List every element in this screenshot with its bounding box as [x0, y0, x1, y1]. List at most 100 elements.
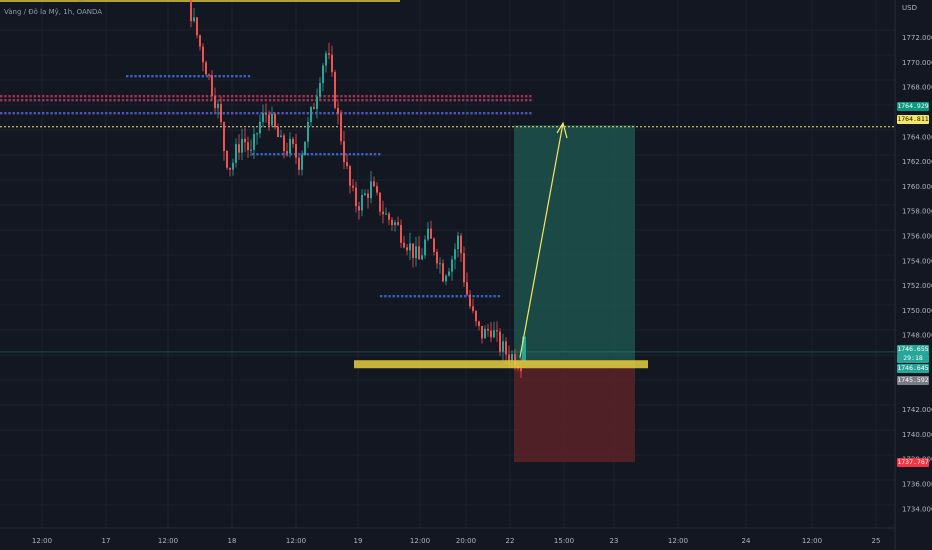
candle[interactable]	[289, 138, 291, 154]
candle[interactable]	[484, 328, 486, 339]
candle[interactable]	[433, 238, 435, 252]
candle[interactable]	[388, 213, 390, 220]
candle[interactable]	[196, 17, 198, 36]
candle[interactable]	[313, 107, 315, 109]
candle[interactable]	[256, 133, 258, 135]
candle[interactable]	[295, 143, 297, 158]
candle[interactable]	[436, 251, 438, 264]
candle[interactable]	[250, 149, 252, 151]
candle[interactable]	[418, 246, 420, 260]
candle[interactable]	[421, 255, 423, 260]
candle[interactable]	[493, 330, 495, 338]
candle[interactable]	[286, 151, 288, 154]
candle[interactable]	[424, 239, 426, 256]
candle[interactable]	[394, 222, 396, 226]
current-candle[interactable]	[522, 336, 526, 362]
candle[interactable]	[370, 181, 372, 199]
candle[interactable]	[391, 219, 393, 226]
candle[interactable]	[454, 249, 456, 260]
candle[interactable]	[415, 246, 417, 259]
candle[interactable]	[397, 222, 399, 226]
candle[interactable]	[508, 354, 510, 362]
candle[interactable]	[511, 354, 513, 362]
candle[interactable]	[319, 83, 321, 97]
candle[interactable]	[445, 275, 447, 282]
candle[interactable]	[439, 263, 441, 265]
candle[interactable]	[463, 253, 465, 283]
candle[interactable]	[304, 141, 306, 155]
candle[interactable]	[466, 282, 468, 295]
candle[interactable]	[373, 181, 375, 187]
candle[interactable]	[502, 341, 504, 352]
candle[interactable]	[307, 121, 309, 142]
candle[interactable]	[367, 193, 369, 199]
candle[interactable]	[214, 95, 216, 109]
candle[interactable]	[259, 121, 261, 134]
candle[interactable]	[499, 331, 501, 352]
candle[interactable]	[190, 0, 192, 22]
candle[interactable]	[481, 325, 483, 339]
candle[interactable]	[199, 35, 201, 47]
candle[interactable]	[487, 328, 489, 331]
candle[interactable]	[430, 228, 432, 239]
target-zone[interactable]	[514, 125, 635, 366]
candle[interactable]	[460, 235, 462, 254]
candle[interactable]	[328, 53, 330, 55]
candle[interactable]	[277, 127, 279, 138]
candle[interactable]	[514, 354, 516, 367]
candle[interactable]	[400, 225, 402, 243]
candle[interactable]	[472, 306, 474, 312]
candle[interactable]	[442, 263, 444, 282]
candle[interactable]	[223, 122, 225, 151]
candle[interactable]	[301, 154, 303, 170]
candle[interactable]	[469, 294, 471, 307]
candle[interactable]	[403, 242, 405, 248]
candle[interactable]	[355, 187, 357, 207]
candle[interactable]	[427, 228, 429, 240]
candle[interactable]	[238, 144, 240, 153]
projection-arrow[interactable]	[519, 123, 564, 358]
candle[interactable]	[343, 141, 345, 163]
candle[interactable]	[298, 157, 300, 170]
candle[interactable]	[475, 311, 477, 322]
candle[interactable]	[280, 135, 282, 138]
stop-zone[interactable]	[514, 365, 635, 463]
candle[interactable]	[361, 195, 363, 211]
candle[interactable]	[244, 138, 246, 143]
candle[interactable]	[409, 243, 411, 251]
candle[interactable]	[349, 166, 351, 186]
candle[interactable]	[265, 113, 267, 115]
candle[interactable]	[334, 72, 336, 108]
candle[interactable]	[451, 259, 453, 272]
candle[interactable]	[352, 185, 354, 188]
candle[interactable]	[364, 193, 366, 196]
candle[interactable]	[283, 135, 285, 152]
support-zone[interactable]	[354, 360, 648, 369]
candle[interactable]	[310, 107, 312, 122]
candle[interactable]	[208, 74, 210, 76]
candle[interactable]	[382, 211, 384, 215]
candle[interactable]	[385, 213, 387, 215]
candle[interactable]	[217, 103, 219, 109]
candle[interactable]	[325, 53, 327, 66]
candle[interactable]	[490, 330, 492, 338]
candle[interactable]	[193, 17, 195, 22]
candle[interactable]	[496, 330, 498, 332]
candle[interactable]	[478, 321, 480, 326]
candle[interactable]	[406, 247, 408, 251]
candle[interactable]	[331, 54, 333, 73]
candle[interactable]	[292, 138, 294, 144]
candle[interactable]	[505, 341, 507, 355]
candle[interactable]	[205, 62, 207, 75]
candle[interactable]	[253, 134, 255, 150]
candle[interactable]	[322, 65, 324, 84]
candle[interactable]	[226, 150, 228, 168]
candle[interactable]	[448, 271, 450, 276]
candle[interactable]	[358, 206, 360, 211]
candle[interactable]	[337, 107, 339, 114]
candle[interactable]	[262, 113, 264, 122]
candle[interactable]	[220, 103, 222, 123]
candle[interactable]	[229, 167, 231, 170]
